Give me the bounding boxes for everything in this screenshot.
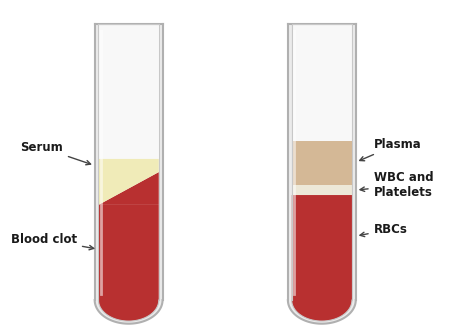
Polygon shape	[292, 185, 352, 195]
Polygon shape	[352, 24, 356, 300]
Text: WBC and
Platelets: WBC and Platelets	[360, 171, 433, 199]
Polygon shape	[99, 24, 159, 321]
Polygon shape	[99, 172, 159, 205]
Polygon shape	[292, 195, 352, 321]
Text: Plasma: Plasma	[360, 138, 421, 161]
Polygon shape	[95, 300, 163, 324]
Polygon shape	[288, 24, 292, 300]
Polygon shape	[292, 141, 352, 185]
Polygon shape	[288, 300, 356, 324]
Polygon shape	[95, 24, 99, 300]
Text: Serum: Serum	[20, 141, 91, 165]
Polygon shape	[99, 159, 159, 205]
Text: Blood clot: Blood clot	[11, 233, 94, 250]
Polygon shape	[99, 205, 159, 321]
Polygon shape	[292, 24, 352, 321]
Text: RBCs: RBCs	[360, 223, 408, 237]
Polygon shape	[159, 24, 163, 300]
